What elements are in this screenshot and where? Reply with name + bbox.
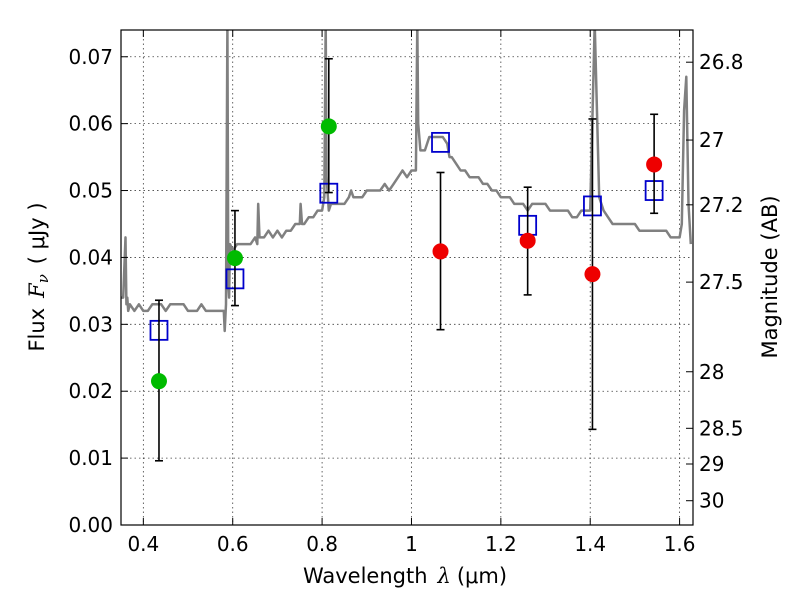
y-tick-label: 0.03 [68,312,113,336]
x-tick-label: 0.8 [306,532,338,556]
x-tick-label: 0.6 [217,532,249,556]
y-tick-label: 0.05 [68,179,113,203]
y2-tick-label: 28.5 [699,416,744,440]
ticks: 0.4 0.6 0.8 1 1.2 1.4 1.6 0.00 0.01 0.02 0.03 0.04 0… [68,30,744,556]
y2-tick-label: 30 [699,489,724,513]
y2-tick-label: 27 [699,128,724,152]
spectrum-line [121,30,693,333]
grid [121,30,693,526]
x-tick-label: 1.2 [485,532,517,556]
observed-point [519,232,536,249]
x-tick-label: 0.4 [127,532,159,556]
observed-point [584,266,601,283]
y2-tick-label: 28 [699,360,724,384]
spectrum-layer [121,30,693,333]
y2-tick-label: 29 [699,452,724,476]
observed-point [320,118,337,135]
y-tick-label: 0.01 [68,446,113,470]
observed-point [150,373,167,390]
y2-tick-label: 27.2 [699,193,744,217]
observed-point [432,243,449,260]
x-axis-label: Wavelength λ (μm) [303,564,507,588]
observed-points-layer [150,57,663,462]
model-point [431,131,450,153]
y2-axis-label: Magnitude (AB) [758,195,782,358]
x-tick-label: 1.4 [574,532,606,556]
y-axis-label: FluxFν( μJy ) [25,202,52,351]
observed-point [646,156,663,173]
observed-point [226,250,243,267]
x-tick-label: 1.6 [664,532,696,556]
y-tick-label: 0.06 [68,112,113,136]
x-tick-label: 1 [405,532,418,556]
y-tick-label: 0.04 [68,245,113,269]
y-tick-label: 0.07 [68,45,113,69]
y-tick-label: 0.02 [68,379,113,403]
y2-tick-label: 27.5 [699,270,744,294]
y2-tick-label: 26.8 [699,50,744,74]
plot-frame [120,29,694,526]
y-tick-label: 0.00 [68,513,113,537]
